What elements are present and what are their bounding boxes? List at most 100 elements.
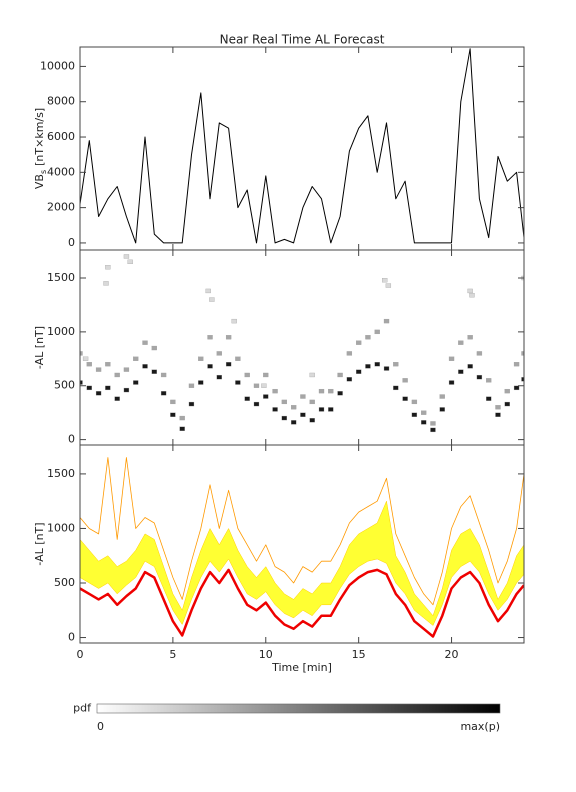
density-cell <box>421 410 427 415</box>
density-cell <box>411 399 418 405</box>
density-cell <box>123 387 130 393</box>
y-tick-label: 4000 <box>47 165 75 178</box>
density-cell <box>123 254 130 259</box>
x-tick-label: 10 <box>259 648 273 661</box>
density-cell <box>86 362 92 367</box>
y-tick-label: 10000 <box>40 59 75 72</box>
density-cell <box>467 335 473 340</box>
density-cell <box>82 356 89 361</box>
density-cell <box>383 318 390 324</box>
y-tick-label: 0 <box>68 236 75 249</box>
density-cell <box>207 364 213 369</box>
y-axis-label: -AL [nT] <box>33 326 46 369</box>
quantile-band <box>80 500 524 626</box>
density-cell <box>133 356 139 361</box>
density-cell <box>263 394 269 399</box>
y-tick-label: 1500 <box>47 271 75 284</box>
density-cell <box>235 380 241 385</box>
y-tick-label: 500 <box>54 576 75 589</box>
density-cell <box>458 369 464 374</box>
density-cell <box>309 372 315 378</box>
density-cell <box>105 265 111 270</box>
density-cell <box>495 405 501 410</box>
density-cell <box>309 399 315 405</box>
density-cell <box>127 259 133 265</box>
density-cell <box>300 412 306 417</box>
x-axis-label: Time [min] <box>271 661 332 674</box>
density-cell <box>402 378 408 383</box>
density-cell <box>290 405 297 410</box>
y-tick-label: 0 <box>68 433 75 446</box>
panel: 0 500 1000 1500 0 5 10 15 20 Time [min] -AL [nT] <box>33 444 525 674</box>
density-cell <box>151 345 157 351</box>
density-cell <box>151 369 157 374</box>
density-cell <box>521 351 524 356</box>
y-tick-label: 0 <box>68 631 75 644</box>
density-cell <box>198 356 204 361</box>
density-cell <box>160 391 167 396</box>
density-cell <box>225 335 232 340</box>
y-axis-label: -AL [nT] <box>33 522 46 565</box>
density-cell <box>231 318 237 324</box>
density-cell <box>337 391 343 396</box>
density-cell <box>328 388 334 394</box>
density-cell <box>216 351 222 356</box>
x-tick-label: 15 <box>352 648 366 661</box>
y-axis-label: VBs [nT×km/s] <box>33 108 48 189</box>
density-cell <box>439 394 445 399</box>
density-cell <box>290 420 297 425</box>
density-cell <box>309 418 315 423</box>
density-cell <box>170 399 176 405</box>
plot-area <box>80 457 524 638</box>
density-cell <box>209 297 215 302</box>
density-cell <box>476 351 483 356</box>
axes-frame <box>79 444 525 644</box>
density-cell <box>337 372 343 378</box>
density-cell <box>318 388 325 394</box>
y-tick-label: 6000 <box>47 130 75 143</box>
y-axis-label-main: VB <box>33 174 46 189</box>
density-cell <box>114 372 120 378</box>
panel: 0 2000 4000 6000 8000 10000 Near Real Time AL … <box>33 33 525 251</box>
density-cell <box>281 399 288 405</box>
density-cell <box>103 281 109 286</box>
density-cell <box>374 329 380 335</box>
density-cell <box>253 401 260 407</box>
density-cell <box>272 388 278 394</box>
density-cell <box>80 351 83 356</box>
density-cell <box>365 364 371 369</box>
density-cell <box>179 415 185 421</box>
colorbar-label: pdf <box>73 702 92 715</box>
density-cell <box>105 385 111 391</box>
chart-title: Near Real Time AL Forecast <box>220 33 385 47</box>
density-cell <box>179 426 185 431</box>
y-tick-label: 1000 <box>47 325 75 338</box>
density-cell <box>261 383 267 388</box>
y-axis-label-unit: [nT×km/s] <box>33 108 46 166</box>
density-cell <box>188 383 195 388</box>
density-cell <box>244 372 250 378</box>
density-cell <box>513 362 520 367</box>
density-cell <box>521 377 524 382</box>
density-cell <box>458 340 464 345</box>
density-cell <box>393 385 399 391</box>
density-cell <box>393 362 399 367</box>
x-tick-label: 0 <box>77 648 84 661</box>
density-cell <box>448 380 455 385</box>
density-cell <box>123 367 130 372</box>
density-cell <box>346 377 353 382</box>
y-axis-label-sub: s <box>39 170 48 174</box>
density-cell <box>142 364 148 369</box>
colorbar <box>96 703 501 714</box>
density-cell <box>365 335 371 340</box>
density-cell <box>467 288 473 294</box>
density-cell <box>188 401 195 407</box>
density-cell <box>356 369 362 374</box>
density-cell <box>430 427 436 433</box>
density-cell <box>225 362 232 367</box>
density-cell <box>80 380 83 385</box>
density-cell <box>383 366 390 371</box>
density-cell <box>495 412 501 417</box>
